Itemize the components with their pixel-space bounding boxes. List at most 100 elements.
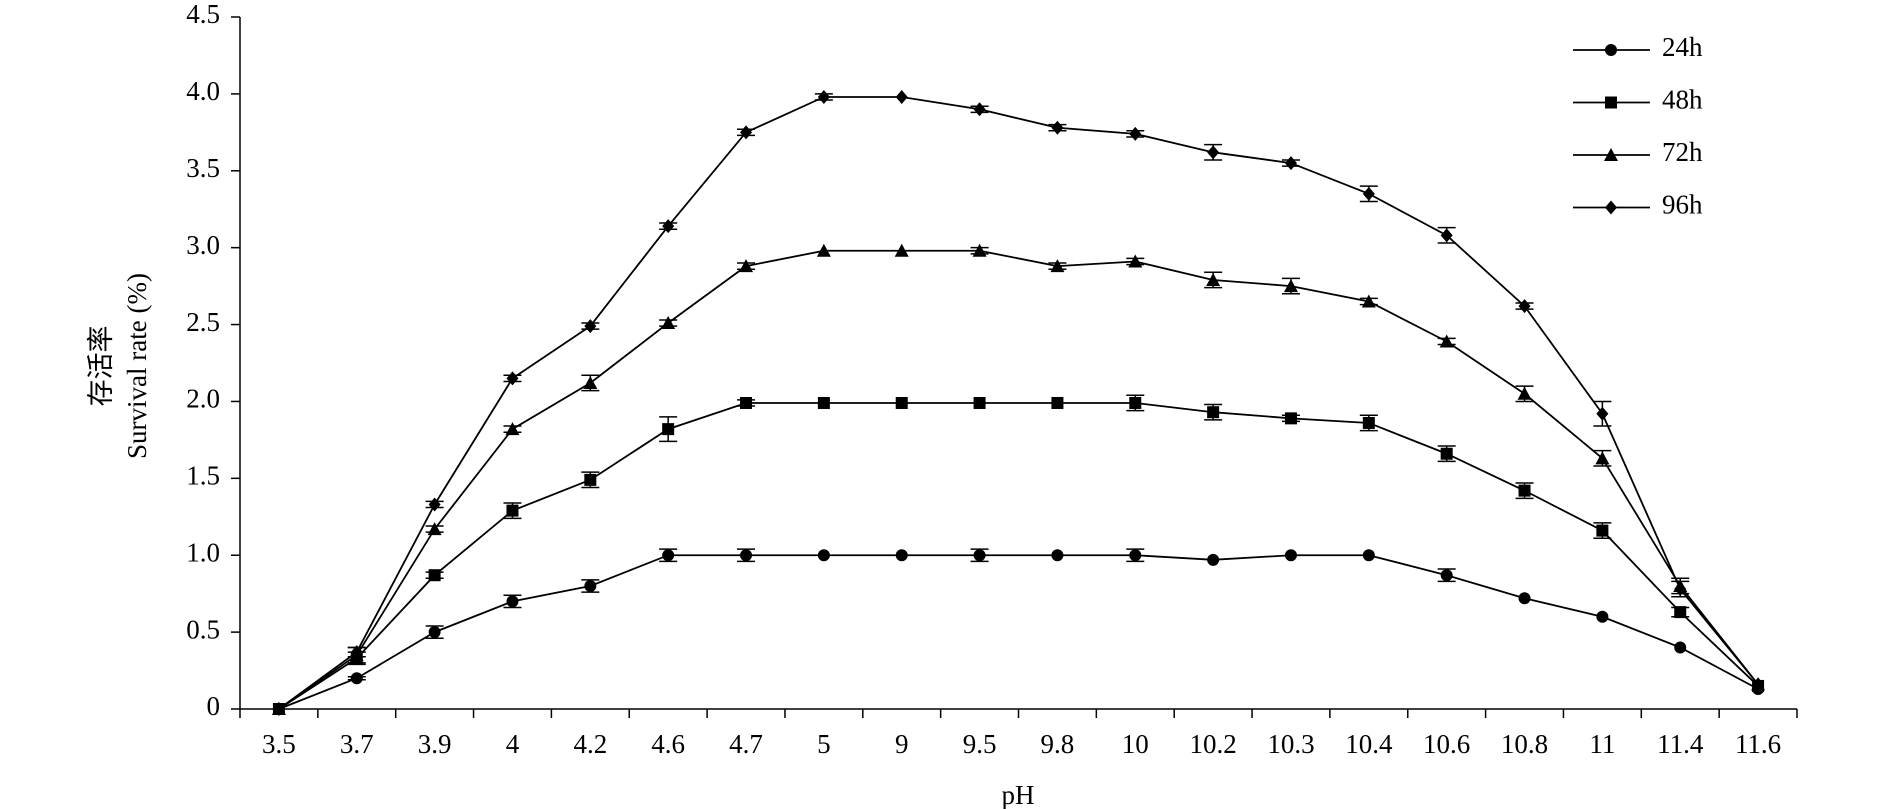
marker bbox=[1283, 279, 1298, 293]
marker bbox=[1129, 396, 1142, 409]
marker bbox=[662, 549, 675, 562]
marker bbox=[1362, 186, 1375, 201]
marker bbox=[1518, 592, 1531, 605]
marker bbox=[1128, 254, 1143, 268]
marker bbox=[895, 549, 908, 562]
legend-label: 72h bbox=[1662, 137, 1703, 167]
marker bbox=[505, 422, 520, 436]
x-tick-label: 5 bbox=[817, 729, 831, 759]
marker bbox=[1596, 406, 1609, 421]
legend-label: 24h bbox=[1662, 32, 1703, 62]
marker bbox=[1129, 126, 1142, 141]
series-line bbox=[278, 96, 1759, 710]
legend-marker bbox=[1604, 148, 1618, 161]
legend-label: 48h bbox=[1662, 85, 1703, 115]
marker bbox=[506, 504, 519, 517]
y-tick-label: 2.5 bbox=[186, 307, 220, 337]
marker bbox=[1596, 524, 1609, 537]
marker bbox=[1674, 606, 1687, 619]
y-tick-label: 0 bbox=[207, 691, 221, 721]
x-tick-label: 11.4 bbox=[1657, 729, 1704, 759]
marker bbox=[817, 396, 830, 409]
marker bbox=[973, 102, 986, 117]
marker bbox=[1050, 259, 1065, 273]
marker bbox=[816, 243, 831, 257]
marker bbox=[506, 595, 519, 608]
y-tick-label: 3.0 bbox=[186, 230, 220, 260]
marker bbox=[350, 645, 363, 660]
marker bbox=[895, 89, 908, 104]
marker bbox=[1207, 553, 1220, 566]
x-tick-label: 11.6 bbox=[1735, 729, 1781, 759]
x-tick-label: 3.5 bbox=[262, 729, 296, 759]
marker bbox=[1440, 447, 1453, 460]
marker bbox=[1595, 451, 1610, 465]
marker bbox=[1596, 610, 1609, 623]
marker bbox=[1674, 641, 1687, 654]
y-tick-label: 0.5 bbox=[186, 614, 220, 644]
marker bbox=[1207, 145, 1220, 160]
y-tick-label: 1.5 bbox=[186, 461, 220, 491]
x-tick-label: 9.5 bbox=[963, 729, 997, 759]
marker bbox=[1517, 386, 1532, 400]
marker bbox=[1051, 549, 1064, 562]
marker bbox=[584, 579, 597, 592]
x-tick-label: 3.9 bbox=[418, 729, 452, 759]
marker bbox=[1051, 120, 1064, 135]
marker bbox=[894, 243, 909, 257]
x-tick-label: 4.2 bbox=[573, 729, 607, 759]
marker bbox=[1284, 156, 1297, 171]
marker bbox=[661, 316, 676, 330]
marker bbox=[973, 396, 986, 409]
legend-label: 96h bbox=[1662, 190, 1703, 220]
marker bbox=[817, 549, 830, 562]
marker bbox=[1440, 569, 1453, 582]
marker bbox=[428, 569, 441, 582]
marker bbox=[972, 243, 987, 257]
marker bbox=[1518, 299, 1531, 314]
x-tick-label: 9.8 bbox=[1041, 729, 1075, 759]
x-tick-label: 11 bbox=[1589, 729, 1615, 759]
marker bbox=[1206, 272, 1221, 286]
y-tick-label: 4.5 bbox=[186, 0, 220, 29]
marker bbox=[1051, 396, 1064, 409]
series-line bbox=[278, 249, 1759, 710]
marker bbox=[583, 375, 598, 389]
marker bbox=[1284, 412, 1297, 425]
marker bbox=[1440, 228, 1453, 243]
y-tick-label: 3.5 bbox=[186, 153, 220, 183]
marker bbox=[1284, 549, 1297, 562]
x-tick-label: 10.6 bbox=[1423, 729, 1470, 759]
x-tick-label: 3.7 bbox=[340, 729, 374, 759]
legend-marker bbox=[1605, 44, 1617, 56]
marker bbox=[662, 423, 675, 436]
marker bbox=[428, 626, 441, 639]
x-tick-label: 10.3 bbox=[1267, 729, 1314, 759]
marker bbox=[817, 89, 830, 104]
x-tick-label: 10.2 bbox=[1190, 729, 1237, 759]
series-line bbox=[278, 554, 1759, 710]
marker bbox=[1361, 294, 1376, 308]
x-tick-label: 10.8 bbox=[1501, 729, 1548, 759]
legend-marker bbox=[1605, 200, 1617, 215]
marker bbox=[1674, 582, 1687, 597]
y-axis-label: 存活率 bbox=[86, 326, 116, 407]
x-axis-label: pH bbox=[1002, 780, 1035, 809]
marker bbox=[1752, 677, 1765, 692]
y-tick-label: 1.0 bbox=[186, 537, 220, 567]
marker bbox=[662, 219, 675, 234]
marker bbox=[428, 497, 441, 512]
marker bbox=[427, 522, 442, 536]
marker bbox=[895, 396, 908, 409]
marker bbox=[739, 259, 754, 273]
marker bbox=[973, 549, 986, 562]
marker bbox=[1518, 484, 1531, 497]
marker bbox=[350, 672, 363, 685]
marker bbox=[1362, 549, 1375, 562]
y-axis-label: Survival rate (%) bbox=[122, 273, 152, 459]
marker bbox=[740, 396, 753, 409]
y-tick-label: 2.0 bbox=[186, 384, 220, 414]
marker bbox=[584, 473, 597, 486]
marker bbox=[584, 319, 597, 334]
